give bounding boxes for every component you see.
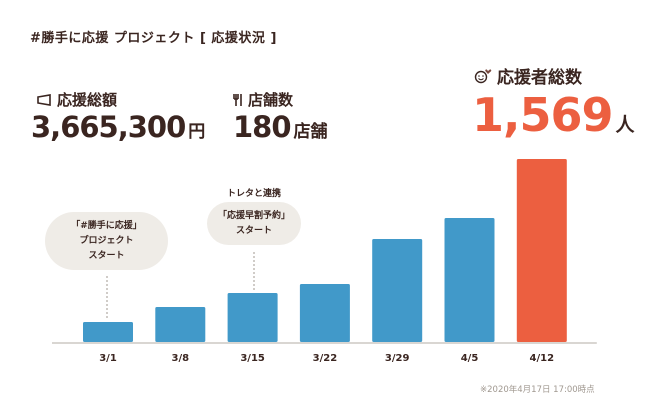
x-tick-label: 4/5	[461, 353, 479, 364]
toreta-annotation-bubble: 「応援早割予約」 スタート	[207, 202, 301, 245]
x-tick-label: 4/12	[530, 353, 555, 364]
toreta-annotation-line-2: スタート	[235, 225, 272, 236]
x-tick-label: 3/15	[240, 353, 265, 364]
start-annotation-line-2: プロジェクト	[79, 235, 134, 246]
amount-value: 3,665,300	[31, 110, 186, 144]
bar-3-29	[372, 239, 423, 342]
bar-3-15	[227, 293, 278, 342]
stores-value: 180	[233, 110, 292, 144]
stores-label: 店舗数	[248, 91, 294, 109]
x-tick-label: 3/22	[313, 353, 338, 364]
stores-value-group: 180 店舗	[233, 110, 328, 144]
amount-value-group: 3,665,300 円	[31, 110, 205, 144]
supporters-value: 1,569	[472, 88, 614, 142]
smiley-heart-icon	[474, 68, 492, 83]
fork-knife-icon	[233, 93, 242, 106]
start-annotation-line-3: スタート	[88, 250, 125, 261]
toreta-caption: トレタと連携	[226, 189, 281, 199]
bar-3-22	[299, 284, 350, 342]
bar-4-12	[516, 159, 567, 342]
stores-label-group: 店舗数	[233, 89, 293, 110]
start-annotation-bubble: 「#勝手に応援」 プロジェクト スタート	[45, 212, 168, 270]
page-title: #勝手に応援 プロジェクト [ 応援状況 ]	[30, 31, 277, 46]
supporters-unit: 人	[615, 114, 635, 136]
supporters-label-group: 応援者総数	[474, 63, 582, 88]
megaphone-icon	[37, 93, 51, 106]
amount-unit: 円	[188, 122, 206, 142]
bar-3-1	[83, 322, 133, 342]
bar-3-8	[155, 307, 206, 342]
toreta-annotation-line-1: 「応援早割予約」	[217, 210, 290, 221]
supporters-label: 応援者総数	[497, 68, 582, 88]
stores-unit: 店舗	[293, 122, 328, 142]
x-tick-label: 3/8	[172, 353, 190, 364]
bar-4-5	[444, 218, 495, 342]
start-annotation-line-1: 「#勝手に応援」	[71, 220, 142, 231]
amount-label: 応援総額	[57, 91, 118, 109]
supporters-value-group: 1,569 人	[472, 88, 635, 142]
amount-label-group: 応援総額	[36, 89, 117, 110]
x-tick-label: 3/29	[385, 353, 410, 364]
x-tick-label: 3/1	[99, 353, 117, 364]
timestamp-note: ※2020年4月17日 17:00時点	[480, 385, 595, 395]
